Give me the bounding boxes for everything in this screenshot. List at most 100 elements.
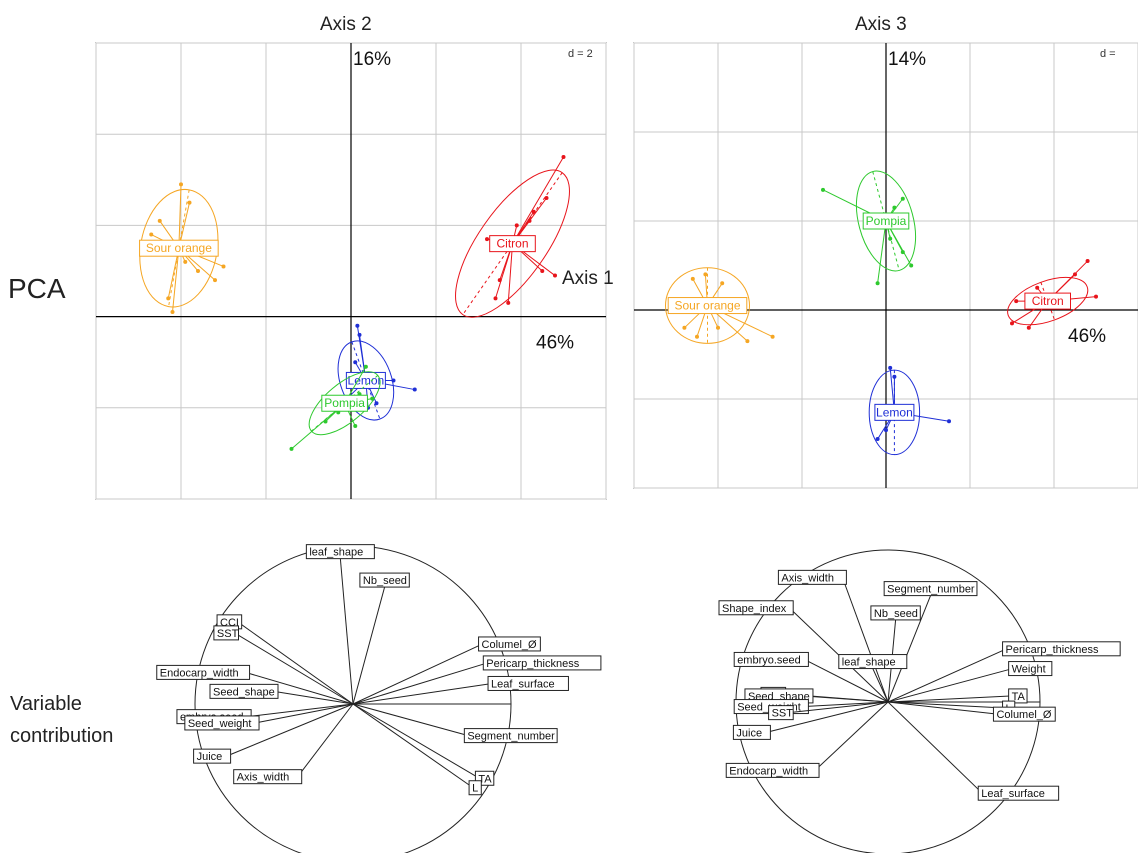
variable-label-box — [193, 748, 232, 764]
variable-label-box — [992, 706, 1056, 722]
data-point — [355, 323, 360, 328]
data-point — [1014, 299, 1019, 304]
variable-contribution-label-line1: Variable — [10, 693, 82, 715]
variable-arrow — [808, 695, 889, 703]
variable-arrow — [872, 668, 889, 703]
variable-label: Segment_number — [887, 584, 975, 596]
variable-label: Seed_shape — [213, 686, 275, 698]
data-point — [357, 332, 362, 337]
variable-label-box — [883, 581, 978, 597]
variable-label: TA — [478, 773, 492, 785]
data-point — [289, 446, 294, 451]
star-segment — [877, 220, 887, 284]
x-variance-label: 46% — [1068, 326, 1106, 347]
variable-arrow — [841, 577, 889, 703]
data-point — [821, 187, 825, 192]
group-label-box — [1024, 292, 1072, 310]
group-label: Lemon — [876, 405, 913, 419]
variable-arrow — [887, 695, 1013, 703]
group-label: Sour orange — [146, 241, 212, 255]
variable-label: Seed_weight — [188, 718, 252, 730]
variable-circle-axis2: leaf_shapeNb_seedCCISSTColumel_ØPericarp… — [156, 544, 602, 853]
variable-label-box — [977, 785, 1060, 801]
variable-label-box — [870, 605, 921, 621]
data-point — [187, 200, 192, 205]
group-label-box — [667, 297, 748, 315]
data-point — [947, 419, 951, 424]
variable-label: Juice — [197, 751, 223, 763]
variable-label: Pericarp_thickness — [486, 658, 579, 670]
variable-arrow — [887, 668, 1013, 703]
variable-label-box — [725, 762, 820, 778]
variable-arrow — [887, 648, 1007, 703]
variable-label: Columel_Ø — [482, 639, 537, 651]
pca-panel-axis3: d = 14% 46% Sour orange Citron Pompia Lemon — [633, 42, 1138, 489]
variable-label: TA — [1012, 691, 1026, 703]
ellipse-axis-dashed — [168, 189, 190, 307]
data-point — [875, 281, 880, 286]
variable-arrow — [352, 703, 474, 789]
variable-label: SST — [217, 628, 239, 640]
variable-arrow — [352, 682, 493, 705]
variable-arrow — [887, 701, 1007, 709]
group-label-box — [862, 212, 910, 230]
variable-label: Leaf_surface — [981, 788, 1045, 800]
variable-arrow — [804, 701, 889, 708]
data-point — [1026, 325, 1031, 330]
data-point — [412, 387, 417, 392]
data-point — [1073, 272, 1077, 277]
pca-panel-axis2: d = 2 16% 46% Sour orange Citron Lemon Pompia — [95, 42, 607, 500]
scale-label: d = 2 — [568, 48, 593, 60]
variable-label: Axis_width — [781, 572, 834, 584]
data-point — [514, 223, 519, 228]
ellipse-axis-dashed — [351, 341, 381, 420]
data-point — [909, 263, 914, 268]
data-point — [363, 364, 368, 369]
variable-label-box — [482, 655, 602, 671]
variable-arrow — [352, 703, 469, 737]
data-point — [1085, 259, 1090, 264]
group-ellipse-citron — [1007, 276, 1089, 326]
variable-label: Endocarp_width — [160, 667, 239, 679]
y-variance-label: 14% — [888, 49, 926, 70]
ellipse-axis-dashed — [872, 171, 900, 271]
data-point — [888, 365, 893, 370]
variable-label: L — [472, 783, 478, 795]
data-point — [485, 237, 489, 242]
variable-contribution-label-line2: contribution — [10, 725, 113, 747]
data-point — [179, 182, 183, 187]
variable-arrow — [226, 703, 354, 757]
data-point — [1035, 285, 1040, 290]
variable-label-box — [768, 705, 794, 721]
data-point — [1094, 294, 1098, 299]
variable-arrow — [814, 701, 889, 771]
star-segment — [512, 156, 564, 244]
variable-label-box — [1002, 641, 1121, 657]
variable-arrow — [887, 701, 983, 794]
variable-label-box — [305, 544, 375, 560]
data-point — [353, 424, 358, 429]
axis1-label: Axis 1 — [562, 268, 614, 289]
data-point — [370, 396, 375, 401]
variable-label: embryo.seed — [737, 654, 801, 666]
data-point — [720, 281, 725, 286]
data-point — [157, 218, 162, 223]
data-point — [716, 325, 720, 330]
data-point — [506, 300, 511, 305]
variable-label: Columel_Ø — [996, 709, 1051, 721]
variable-arrow — [352, 703, 480, 779]
data-point — [391, 378, 396, 383]
data-point — [527, 218, 532, 223]
variable-label-box — [468, 780, 482, 796]
data-point — [892, 374, 897, 379]
data-point — [553, 273, 557, 278]
variable-label-box — [156, 664, 251, 680]
panel1-title: Axis 2 — [320, 14, 372, 35]
data-point — [374, 401, 379, 406]
data-point — [221, 264, 226, 269]
scale-label: d = — [1100, 48, 1116, 60]
variable-label-box — [1008, 661, 1053, 677]
variable-label-box — [487, 675, 569, 691]
variable-label: Leaf_surface — [491, 678, 555, 690]
variable-arrow — [887, 701, 998, 715]
